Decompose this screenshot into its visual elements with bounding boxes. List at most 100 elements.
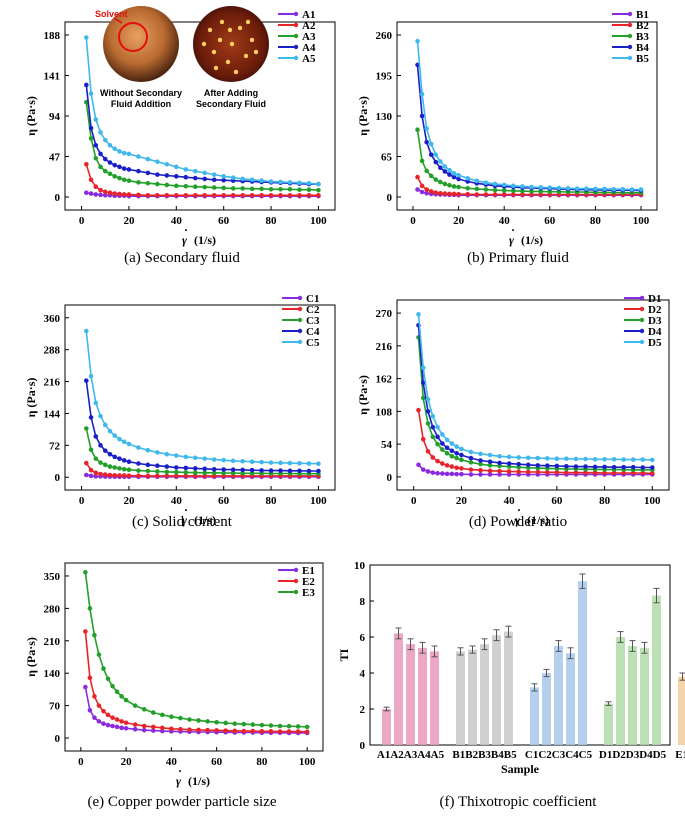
point-A2 [88, 177, 94, 183]
point-C5 [202, 456, 208, 461]
point-A2 [84, 161, 89, 167]
point-B3 [438, 179, 443, 185]
legend-label: D5 [648, 337, 662, 349]
point-A2 [164, 193, 170, 198]
point-D5 [611, 457, 617, 462]
point-D2 [545, 470, 550, 475]
y-tick-label: 130 [376, 111, 393, 123]
caption-c: (c) Solid content [132, 514, 233, 530]
point-B3 [483, 187, 489, 192]
point-A2 [240, 193, 245, 198]
point-E3 [150, 710, 156, 715]
point-A3 [268, 186, 274, 192]
y-tick-label: 0 [387, 472, 393, 484]
point-A5 [259, 178, 264, 183]
point-A4 [102, 156, 108, 162]
point-E2 [169, 726, 174, 732]
x-tick-label: 80 [256, 756, 268, 768]
point-D5 [630, 457, 636, 462]
point-C4 [192, 466, 198, 471]
point-E2 [101, 708, 106, 714]
point-B5 [583, 186, 589, 191]
point-D1 [416, 462, 421, 468]
point-D5 [535, 455, 541, 461]
point-B2 [501, 192, 507, 197]
plot-frame [64, 562, 324, 752]
bar-D3 [628, 646, 637, 745]
caption-f: (f) Thixotropic coefficient [440, 794, 598, 810]
point-C2 [84, 460, 89, 466]
particle-highlight [243, 53, 249, 59]
x-axis-label: (1/s) [194, 233, 216, 247]
point-C5 [240, 458, 245, 464]
point-C2 [145, 473, 151, 479]
point-C3 [155, 469, 160, 474]
legend-marker [627, 44, 633, 50]
x-axis-label: (1/s) [194, 513, 216, 527]
legend-marker [293, 22, 299, 28]
point-C3 [183, 470, 189, 475]
point-A4 [136, 168, 141, 174]
particle-highlight [225, 59, 231, 65]
legend-label: D1 [648, 293, 661, 305]
x-tick-label: 80 [266, 215, 278, 227]
bar-D5 [652, 595, 661, 745]
legend-entry-C3: C3 [282, 315, 320, 327]
point-D2 [573, 470, 579, 475]
point-C3 [164, 469, 170, 475]
point-E3 [160, 712, 165, 718]
point-A5 [211, 172, 217, 177]
particle-highlight [219, 19, 225, 25]
y-axis-label: TI [337, 648, 351, 661]
point-A4 [84, 82, 89, 88]
particle-highlight [213, 65, 219, 71]
point-E1 [105, 722, 111, 728]
bar-E1 [678, 676, 685, 745]
point-A4 [98, 151, 103, 157]
point-C2 [102, 472, 108, 477]
legend-label: D2 [648, 304, 662, 316]
legend-entry-B2: B2 [612, 20, 649, 32]
legend-marker [293, 578, 299, 584]
point-A4 [145, 170, 151, 176]
legend-entry-C5: C5 [282, 337, 320, 349]
point-D4 [611, 464, 617, 470]
point-A5 [164, 161, 170, 167]
bar-B4 [492, 635, 501, 745]
point-B3 [511, 188, 516, 194]
point-B2 [419, 183, 425, 189]
particle-highlight [211, 49, 217, 55]
point-E3 [277, 723, 283, 729]
series-line-B5 [416, 41, 641, 191]
legend-entry-C4: C4 [282, 326, 320, 338]
photo-without-secondary-fluid [103, 6, 179, 82]
point-D5 [554, 456, 560, 461]
y-tick-label: 260 [376, 30, 393, 42]
bar-B5 [504, 631, 513, 745]
point-C2 [117, 473, 122, 478]
legend-entry-D5: D5 [624, 337, 662, 349]
point-E2 [87, 675, 93, 681]
point-E3 [178, 715, 183, 721]
point-A2 [230, 193, 236, 198]
point-D1 [449, 471, 455, 477]
point-A5 [107, 143, 113, 148]
legend-entry-C2: C2 [282, 304, 320, 316]
point-A2 [297, 193, 302, 198]
point-C5 [88, 373, 94, 379]
point-A4 [126, 167, 132, 172]
bar-C2 [542, 673, 551, 745]
point-D5 [449, 441, 455, 446]
x-axis-symbol: γ [182, 233, 187, 247]
point-A5 [268, 179, 274, 184]
point-E2 [96, 703, 102, 708]
point-D2 [487, 468, 493, 474]
point-D3 [440, 447, 445, 452]
legend-marker [293, 11, 299, 17]
point-B5 [620, 186, 626, 192]
point-E1 [110, 723, 115, 729]
point-B5 [511, 183, 516, 189]
legend-marker [293, 44, 299, 50]
point-A2 [117, 191, 122, 197]
point-B4 [456, 176, 461, 182]
